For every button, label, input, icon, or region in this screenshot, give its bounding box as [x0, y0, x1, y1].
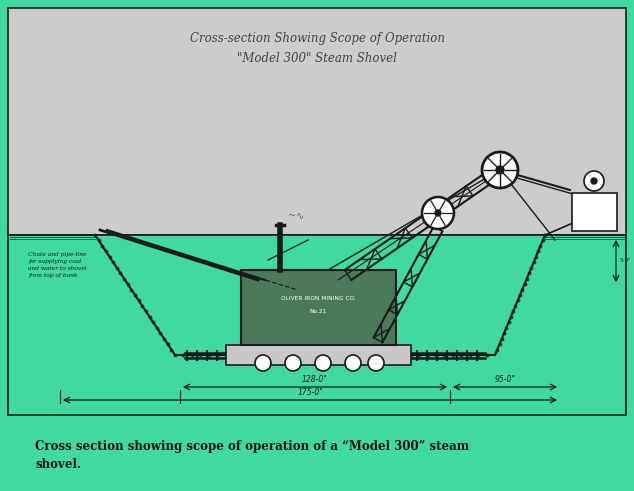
Text: 128-0": 128-0": [302, 375, 328, 384]
Circle shape: [315, 355, 331, 371]
Bar: [241, 270, 396, 345]
Circle shape: [345, 355, 361, 371]
Circle shape: [591, 178, 597, 184]
Circle shape: [584, 171, 604, 191]
Circle shape: [422, 197, 454, 229]
Text: No.21: No.21: [309, 309, 327, 314]
Text: "Model 300" Steam Shovel: "Model 300" Steam Shovel: [237, 52, 397, 64]
Bar: [8, 8, 626, 235]
Text: Cross-section Showing Scope of Operation: Cross-section Showing Scope of Operation: [190, 31, 444, 45]
Circle shape: [496, 166, 504, 174]
Circle shape: [368, 355, 384, 371]
Text: 5-0": 5-0": [620, 258, 631, 264]
Circle shape: [255, 355, 271, 371]
Text: 175-0": 175-0": [297, 388, 323, 397]
Bar: [8, 235, 626, 415]
Circle shape: [285, 355, 301, 371]
Bar: [572, 193, 617, 231]
Text: 95-0": 95-0": [495, 375, 515, 384]
Text: OLIVER IRON MINING CO.: OLIVER IRON MINING CO.: [281, 296, 356, 301]
Circle shape: [482, 152, 518, 188]
Circle shape: [435, 210, 441, 216]
Text: Cross section showing scope of operation of a “Model 300” steam
shovel.: Cross section showing scope of operation…: [35, 440, 469, 471]
Text: Chute and pipe-line
for supplying coal
and water to shovel
from top of bank: Chute and pipe-line for supplying coal a…: [28, 252, 87, 278]
Bar: [226, 345, 411, 365]
Text: ~∿: ~∿: [288, 211, 304, 221]
